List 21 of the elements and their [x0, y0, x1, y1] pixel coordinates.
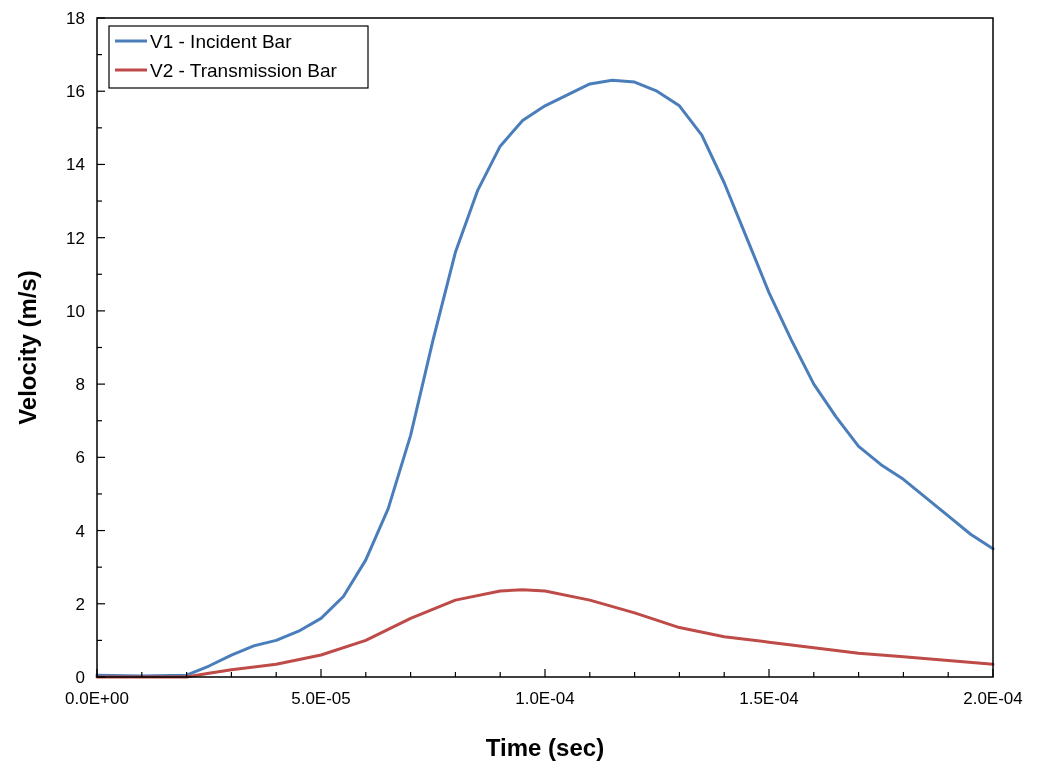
y-tick-label: 6 — [75, 448, 85, 468]
y-tick-label: 8 — [75, 375, 85, 395]
y-tick-label: 4 — [75, 521, 85, 541]
y-tick-label: 2 — [75, 594, 85, 614]
y-tick-label: 12 — [66, 228, 85, 248]
legend-label: V1 - Incident Bar — [150, 31, 293, 52]
y-tick-label: 14 — [66, 155, 85, 175]
line-series — [95, 588, 995, 679]
x-tick-label: 5.0E-05 — [291, 689, 351, 708]
x-tick-label: 0.0E+00 — [65, 689, 129, 708]
x-tick-label: 1.0E-04 — [515, 689, 575, 708]
x-axis-title: Time (sec) — [485, 734, 605, 761]
x-tick-label: 2.0E-04 — [963, 689, 1023, 708]
line-series — [95, 78, 995, 678]
y-tick-label: 10 — [66, 301, 85, 321]
x-tick-label: 1.5E-04 — [739, 689, 799, 708]
y-tick-label: 16 — [66, 82, 85, 102]
y-tick-label: 0 — [75, 668, 85, 687]
y-axis-title: Velocity (m/s) — [14, 270, 41, 425]
legend-label: V2 - Transmission Bar — [150, 60, 338, 81]
y-tick-label: 18 — [66, 9, 85, 28]
